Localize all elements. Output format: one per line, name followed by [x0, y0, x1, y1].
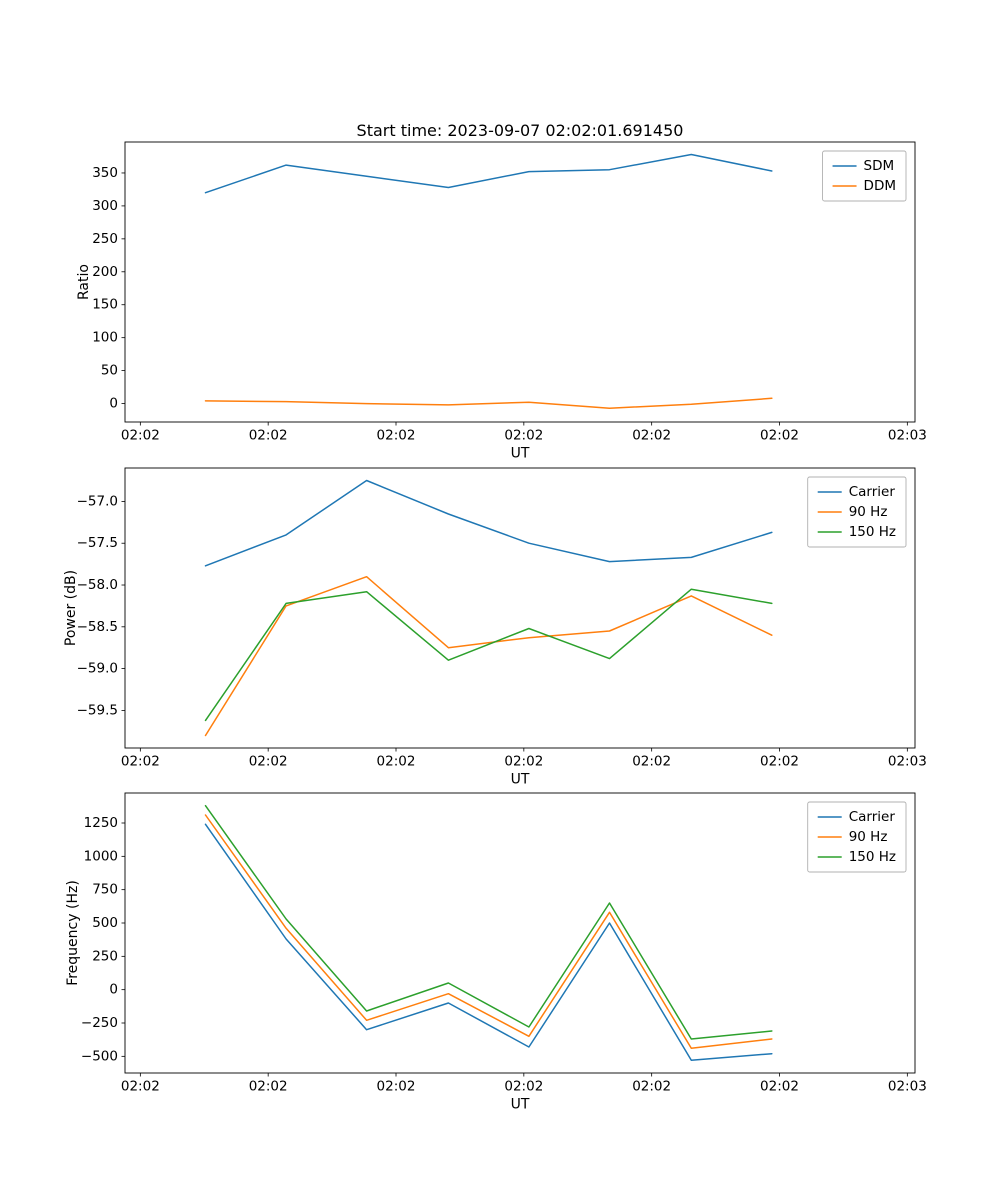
y-tick-label: 300	[92, 198, 118, 214]
legend-label: 150 Hz	[849, 524, 896, 540]
legend-label: Carrier	[849, 809, 896, 825]
figure-title: Start time: 2023-09-07 02:02:01.691450	[356, 121, 684, 140]
y-tick-label: −57.5	[77, 535, 118, 551]
y-tick-label: 350	[92, 165, 118, 181]
y-tick-label: 0	[109, 396, 118, 412]
y-tick-label: −58.5	[77, 619, 118, 635]
series-line-150-hz	[204, 588, 773, 722]
x-tick-label: 02:02	[121, 428, 160, 444]
x-tick-label: 02:02	[504, 1079, 543, 1095]
y-tick-label: 200	[92, 264, 118, 280]
y-tick-label: 1250	[84, 815, 118, 831]
legend-label: 90 Hz	[849, 829, 888, 845]
y-axis-label: Ratio	[76, 264, 92, 300]
legend-box	[822, 150, 907, 202]
y-tick-label: 500	[92, 915, 118, 931]
x-tick-label: 02:02	[121, 1079, 160, 1095]
series-line-ddm	[204, 397, 773, 409]
x-tick-label: 02:02	[760, 1079, 799, 1095]
y-tick-label: 50	[101, 363, 118, 379]
legend-label: DDM	[864, 178, 896, 194]
x-axis-label: UT	[511, 1097, 530, 1113]
legend-box	[807, 801, 907, 873]
x-tick-label: 02:02	[249, 1079, 288, 1095]
y-tick-label: 250	[92, 948, 118, 964]
y-tick-label: −59.0	[77, 661, 118, 677]
y-tick-label: 250	[92, 231, 118, 247]
x-tick-label: 02:02	[377, 754, 416, 770]
ratio-plot: 02:02 02:02 02:02 02:02 02:02 02:02 02:03 0 50 10…	[76, 141, 927, 462]
x-tick-label: 02:02	[632, 754, 671, 770]
y-tick-label: 100	[92, 330, 118, 346]
y-tick-label: −500	[81, 1048, 118, 1064]
legend-label: 90 Hz	[849, 504, 888, 520]
x-tick-label: 02:02	[377, 428, 416, 444]
series-line-90-hz	[204, 575, 773, 737]
y-tick-label: −58.0	[77, 577, 118, 593]
legend: SDM DDM	[822, 150, 907, 202]
y-tick-label: 150	[92, 297, 118, 313]
y-tick-label: 750	[92, 882, 118, 898]
axes-spine	[124, 467, 916, 749]
x-tick-label: 02:03	[888, 754, 927, 770]
x-tick-label: 02:02	[760, 754, 799, 770]
legend: Carrier 90 Hz 150 Hz	[807, 476, 907, 548]
series-line-sdm	[204, 153, 773, 194]
legend-label: 150 Hz	[849, 849, 896, 865]
x-tick-label: 02:02	[249, 428, 288, 444]
series-line-90-hz	[204, 814, 773, 1050]
x-tick-label: 02:02	[121, 754, 160, 770]
frequency-plot: 02:02 02:02 02:02 02:02 02:02 02:02 02:03 −500 −…	[65, 792, 927, 1113]
axes-spine	[124, 141, 916, 423]
x-tick-label: 02:02	[504, 428, 543, 444]
x-axis-label: UT	[511, 772, 530, 788]
y-axis-label: Power (dB)	[63, 570, 79, 646]
x-tick-label: 02:02	[504, 754, 543, 770]
y-axis-label: Frequency (Hz)	[65, 880, 81, 986]
y-tick-label: −57.0	[77, 493, 118, 509]
legend: Carrier 90 Hz 150 Hz	[807, 801, 907, 873]
x-axis-label: UT	[511, 446, 530, 462]
x-tick-label: 02:03	[888, 428, 927, 444]
series-line-carrier	[204, 479, 773, 567]
x-tick-label: 02:02	[760, 428, 799, 444]
x-tick-label: 02:02	[377, 1079, 416, 1095]
series-line-carrier	[204, 823, 773, 1062]
x-tick-label: 02:02	[632, 1079, 671, 1095]
series-line-150-hz	[204, 804, 773, 1040]
y-tick-label: 0	[109, 982, 118, 998]
legend-label: SDM	[864, 158, 895, 174]
legend-box	[807, 476, 907, 548]
y-tick-label: −59.5	[77, 702, 118, 718]
legend-label: Carrier	[849, 484, 896, 500]
power-plot: 02:02 02:02 02:02 02:02 02:02 02:02 02:03 −59.5…	[63, 467, 927, 788]
y-tick-label: −250	[81, 1015, 118, 1031]
x-tick-label: 02:02	[632, 428, 671, 444]
y-tick-label: 1000	[84, 848, 118, 864]
x-tick-label: 02:02	[249, 754, 288, 770]
x-tick-label: 02:03	[888, 1079, 927, 1095]
axes-spine	[124, 792, 916, 1074]
